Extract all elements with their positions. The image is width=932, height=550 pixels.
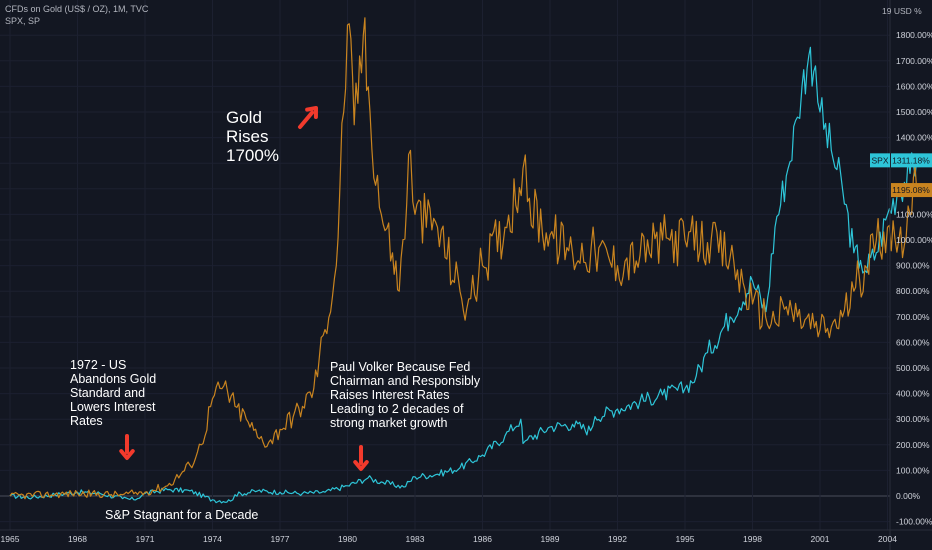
arrow-gold-icon: [298, 106, 318, 129]
x-tick-label: 1995: [676, 534, 695, 544]
x-tick-label: 1998: [743, 534, 762, 544]
x-tick-label: 1977: [271, 534, 290, 544]
x-tick-label: 1965: [1, 534, 20, 544]
chart-header-symbol[interactable]: CFDs on Gold (US$ / OZ), 1M, TVC: [5, 4, 149, 14]
x-tick-label: 1968: [68, 534, 87, 544]
y-tick-label: 500.00%: [896, 363, 930, 373]
annotation-gold-rises: Gold Rises 1700%: [226, 108, 279, 165]
price-badges: SPX 1311.18% 1195.08%: [870, 153, 932, 198]
y-tick-label: 1100.00%: [896, 209, 932, 219]
arrow-1972-icon: [119, 434, 135, 460]
annotation-1972: 1972 - US Abandons Gold Standard and Low…: [70, 358, 157, 428]
y-tick-label: 0.00%: [896, 491, 921, 501]
x-tick-label: 1986: [473, 534, 492, 544]
y-axis: -100.00% 0.00% 100.00% 200.00% 300.00% 400.00…: [889, 0, 932, 550]
spx-badge-tag: [870, 153, 890, 168]
x-tick-label: 1971: [136, 534, 155, 544]
chart-header-compare[interactable]: SPX, SP: [5, 16, 41, 26]
spx-badge: [891, 153, 932, 168]
y-tick-label: 100.00%: [896, 465, 930, 475]
annotation-stagnant: S&P Stagnant for a Decade: [105, 508, 259, 522]
y-tick-label: 900.00%: [896, 261, 930, 271]
grid-lines: [0, 0, 890, 530]
spx-badge-label: SPX: [871, 155, 888, 165]
y-tick-label: 1600.00%: [896, 81, 932, 91]
y-tick-label: 200.00%: [896, 440, 930, 450]
x-tick-label: 1989: [541, 534, 560, 544]
y-tick-label: 1000.00%: [896, 235, 932, 245]
arrow-volker-icon: [353, 445, 369, 471]
y-tick-label: 1400.00%: [896, 133, 932, 143]
y-tick-label: -100.00%: [896, 517, 932, 527]
y-tick-label: 400.00%: [896, 389, 930, 399]
x-axis: 1965 1968 1971 1974 1977 1980 1983 1986 1989 1992…: [0, 529, 932, 544]
x-tick-label: 2004: [878, 534, 897, 544]
x-tick-label: 1974: [203, 534, 222, 544]
y-tick-label: 800.00%: [896, 286, 930, 296]
axis-header-right: USD %: [893, 6, 922, 16]
y-tick-label: 600.00%: [896, 337, 930, 347]
y-tick-label: 1800.00%: [896, 30, 932, 40]
x-tick-label: 2001: [811, 534, 830, 544]
gold-badge: [891, 183, 932, 198]
series-group: [9, 17, 918, 504]
gold-series-line: [9, 17, 918, 500]
y-tick-label: 1500.00%: [896, 107, 932, 117]
axis-header: 19 USD %: [882, 6, 922, 16]
spx-badge-value: 1311.18%: [892, 155, 930, 165]
y-tick-label: 1700.00%: [896, 56, 932, 66]
annotation-arrows: [119, 106, 369, 471]
axis-header-left: 19: [882, 6, 892, 16]
y-tick-label: 700.00%: [896, 312, 930, 322]
x-tick-label: 1983: [406, 534, 425, 544]
gold-badge-value: 1195.08%: [892, 185, 930, 195]
x-tick-label: 1980: [338, 534, 357, 544]
annotation-volker: Paul Volker Because Fed Chairman and Res…: [330, 360, 481, 430]
y-tick-label: 300.00%: [896, 414, 930, 424]
x-tick-label: 1992: [608, 534, 627, 544]
